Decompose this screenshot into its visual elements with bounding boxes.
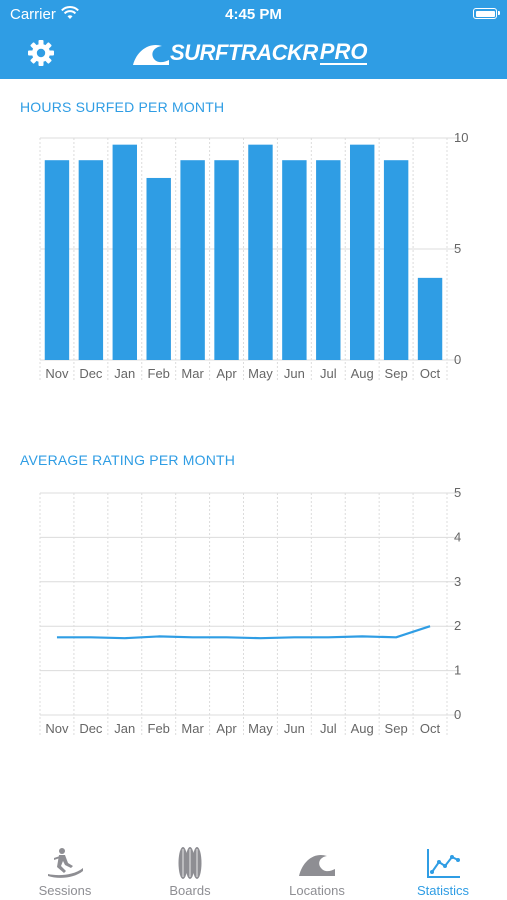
rating-chart-title: AVERAGE RATING PER MONTH bbox=[20, 452, 236, 468]
bar-apr bbox=[214, 160, 239, 360]
x-tick-label: Jun bbox=[284, 366, 305, 381]
nav-header: Carrier 4:45 PM SURFTRACKR PRO bbox=[0, 0, 507, 79]
y-tick-label: 4 bbox=[454, 529, 461, 544]
tab-sessions-label: Sessions bbox=[38, 883, 92, 898]
y-tick-label: 1 bbox=[454, 663, 461, 678]
clock-time: 4:45 PM bbox=[225, 6, 282, 23]
rating-line bbox=[56, 625, 431, 640]
bar-may bbox=[248, 144, 273, 360]
bar-aug bbox=[349, 144, 375, 360]
tab-boards[interactable]: Boards bbox=[135, 838, 245, 900]
bar-sep bbox=[383, 160, 409, 360]
bar-oct bbox=[417, 277, 443, 360]
y-tick-label: 5 bbox=[454, 485, 461, 500]
status-bar: Carrier 4:45 PM bbox=[0, 0, 507, 28]
app-logo: SURFTRACKR PRO bbox=[132, 38, 368, 68]
x-tick-label: Nov bbox=[45, 721, 69, 736]
tab-locations[interactable]: Locations bbox=[262, 838, 372, 900]
y-tick-label: 5 bbox=[454, 241, 461, 256]
surfboards-icon bbox=[178, 847, 202, 879]
x-tick-label: Apr bbox=[216, 721, 237, 736]
x-tick-label: Mar bbox=[181, 366, 204, 381]
x-tick-label: Aug bbox=[351, 721, 374, 736]
gear-icon[interactable] bbox=[26, 38, 56, 68]
bar-feb bbox=[146, 177, 171, 360]
x-tick-label: Sep bbox=[385, 366, 408, 381]
bar-jun bbox=[282, 160, 307, 360]
x-tick-label: Apr bbox=[216, 366, 237, 381]
tab-statistics[interactable]: Statistics bbox=[388, 838, 498, 900]
carrier-label: Carrier bbox=[10, 6, 56, 23]
x-tick-label: May bbox=[248, 721, 273, 736]
logo-text: SURFTRACKR bbox=[170, 40, 318, 65]
surfer-icon bbox=[48, 848, 83, 878]
x-tick-label: Feb bbox=[148, 721, 170, 736]
x-tick-label: Feb bbox=[148, 366, 170, 381]
bar-dec bbox=[78, 160, 104, 360]
battery-icon bbox=[473, 8, 500, 19]
bar-mar bbox=[180, 160, 205, 360]
x-tick-label: Nov bbox=[45, 366, 69, 381]
line-chart-icon bbox=[427, 849, 460, 878]
y-tick-label: 0 bbox=[454, 352, 461, 367]
tab-bar: Sessions Boards Locations bbox=[0, 838, 507, 900]
bar-jul bbox=[316, 160, 341, 360]
y-tick-label: 10 bbox=[454, 130, 468, 145]
x-tick-label: May bbox=[248, 366, 273, 381]
bar-jan bbox=[112, 144, 138, 360]
tab-sessions[interactable]: Sessions bbox=[10, 838, 120, 900]
y-tick-label: 2 bbox=[454, 618, 461, 633]
bar-nov bbox=[44, 160, 70, 360]
x-tick-label: Dec bbox=[79, 721, 103, 736]
x-tick-label: Jan bbox=[114, 366, 135, 381]
y-tick-label: 3 bbox=[454, 574, 461, 589]
x-tick-label: Oct bbox=[420, 366, 441, 381]
x-tick-label: Mar bbox=[181, 721, 204, 736]
hours-bar-chart: 0 5 10 Nov Dec Jan Feb Mar Apr May Jun Jul Aug Sep Oct bbox=[39, 130, 468, 381]
tab-statistics-label: Statistics bbox=[416, 883, 469, 898]
tab-locations-label: Locations bbox=[289, 883, 345, 898]
x-tick-label: Aug bbox=[351, 366, 374, 381]
x-tick-label: Jan bbox=[114, 721, 135, 736]
wave-icon bbox=[299, 854, 335, 876]
wave-icon bbox=[133, 44, 169, 65]
logo-pro: PRO bbox=[319, 39, 368, 65]
x-tick-label: Jun bbox=[284, 721, 305, 736]
x-tick-label: Dec bbox=[79, 366, 103, 381]
wifi-icon bbox=[61, 6, 79, 19]
tab-boards-label: Boards bbox=[169, 883, 211, 898]
y-tick-label: 0 bbox=[454, 707, 461, 722]
x-tick-label: Jul bbox=[320, 721, 337, 736]
x-tick-label: Jul bbox=[320, 366, 337, 381]
x-tick-label: Oct bbox=[420, 721, 441, 736]
hours-chart-title: HOURS SURFED PER MONTH bbox=[20, 99, 225, 115]
rating-line-chart: 0 1 2 3 4 5 Nov Dec Jan Feb Mar Apr May Jun Jul Aug Sep O… bbox=[39, 485, 461, 736]
x-tick-label: Sep bbox=[385, 721, 408, 736]
